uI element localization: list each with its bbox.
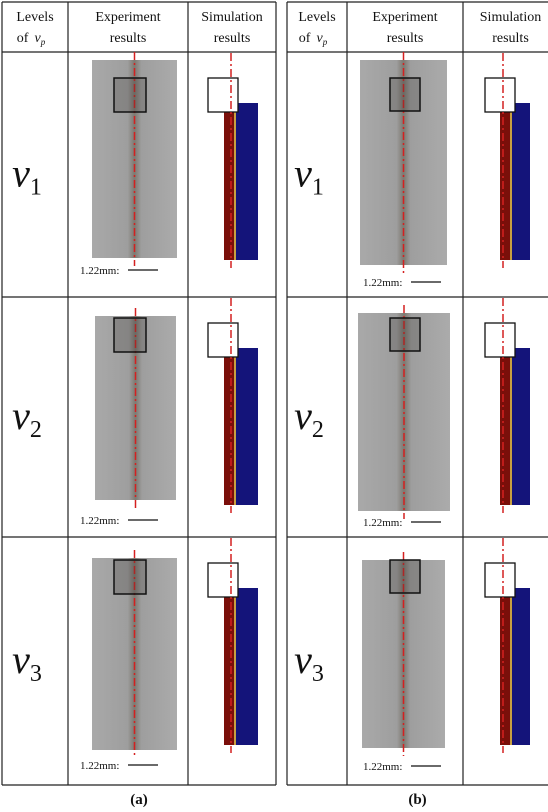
level-sub: 2: [312, 417, 324, 443]
level-label: v2: [12, 393, 42, 443]
sim-edge: [234, 103, 236, 260]
scale-label: 1.22mm:: [80, 760, 119, 772]
header-text: results: [214, 31, 251, 46]
level-var: v: [294, 393, 312, 438]
zoom-box: [389, 559, 421, 594]
header-text: Levels: [16, 10, 53, 25]
sim-blue: [512, 103, 530, 260]
scale-label: 1.22mm:: [363, 761, 402, 773]
sim-box: [484, 322, 516, 358]
level-var: v: [12, 393, 30, 438]
header-var: v: [34, 31, 41, 46]
sim-blue: [512, 348, 530, 505]
header-text: results: [387, 31, 424, 46]
scale-label: 1.22mm:: [80, 265, 119, 277]
sim-edge: [510, 588, 512, 745]
header-text: of: [17, 31, 29, 46]
header-sub: p: [40, 37, 46, 47]
header-text: Experiment: [372, 10, 437, 25]
level-var: v: [12, 151, 30, 196]
scale-label: 1.22mm:: [363, 277, 402, 289]
level-sub: 1: [30, 175, 42, 201]
sim-edge: [510, 348, 512, 505]
level-label: v3: [12, 637, 42, 687]
sim-red: [224, 102, 236, 260]
header-text: Experiment: [95, 10, 160, 25]
sim-box: [207, 562, 239, 598]
sim-box: [207, 322, 239, 358]
level-label: v3: [294, 637, 324, 687]
header-text: Simulation: [201, 10, 262, 25]
zoom-box: [113, 559, 147, 595]
sim-edge: [510, 103, 512, 260]
scale-label: 1.22mm:: [80, 515, 119, 527]
panel-caption: (b): [408, 792, 426, 808]
sim-edge: [234, 348, 236, 505]
header-text: results: [110, 31, 147, 46]
scale-label: 1.22mm:: [363, 517, 402, 529]
header-text: of: [299, 31, 311, 46]
sim-blue: [512, 588, 530, 745]
level-label: v1: [12, 151, 42, 201]
level-label: v2: [294, 393, 324, 443]
sim-blue: [236, 103, 258, 260]
level-sub: 1: [312, 175, 324, 201]
sim-red: [224, 587, 236, 745]
zoom-box: [389, 317, 421, 352]
level-var: v: [12, 637, 30, 682]
sim-blue: [236, 588, 258, 745]
header-text: of vp: [299, 31, 328, 47]
header-text: Simulation: [480, 10, 541, 25]
level-sub: 3: [30, 661, 42, 687]
level-sub: 2: [30, 417, 42, 443]
level-sub: 3: [312, 661, 324, 687]
header-text: Levels: [298, 10, 335, 25]
header-var: v: [316, 31, 323, 46]
level-label: v1: [294, 151, 324, 201]
sim-box: [484, 77, 516, 113]
panel-caption: (a): [130, 792, 148, 808]
header-text: results: [492, 31, 529, 46]
zoom-box: [113, 317, 147, 353]
sim-blue: [236, 348, 258, 505]
zoom-box: [389, 77, 421, 112]
level-var: v: [294, 637, 312, 682]
header-text: of vp: [17, 31, 46, 47]
sim-box: [207, 77, 239, 113]
level-var: v: [294, 151, 312, 196]
header-sub: p: [322, 37, 328, 47]
sim-box: [484, 562, 516, 598]
sim-edge: [234, 588, 236, 745]
sim-red: [224, 347, 236, 505]
zoom-box: [113, 77, 147, 113]
